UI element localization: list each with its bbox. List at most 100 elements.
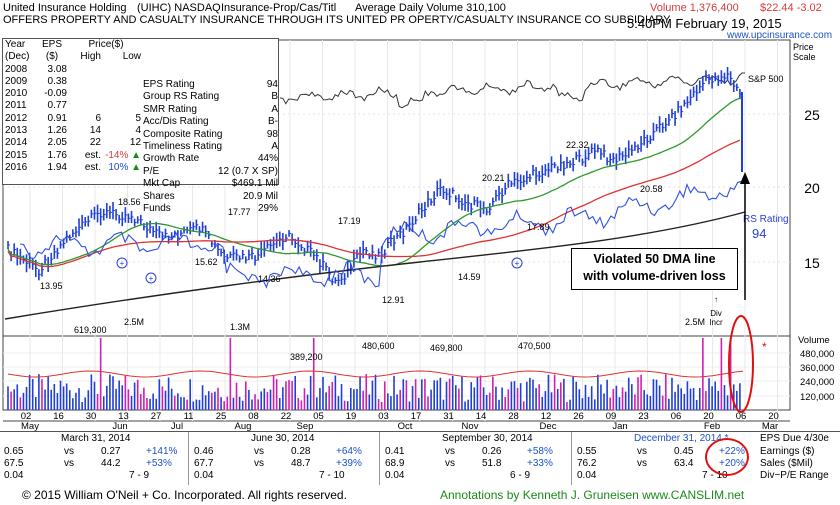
month-label: Mar: [762, 421, 778, 431]
quarter-title: June 30, 2014: [251, 433, 315, 444]
rating-row: Group RS Rating B: [143, 91, 278, 103]
table-top-border: [0, 431, 840, 432]
eps-year-row: 2010 -0.09: [3, 88, 143, 100]
month-label: Aug: [235, 421, 252, 431]
high-cell: 6: [95, 112, 101, 124]
rating-label: Group RS Rating: [143, 91, 220, 103]
annotations-credit: Annotations by Kenneth J. Gruneisen www.…: [440, 488, 745, 502]
month-label: Oct: [398, 421, 413, 431]
price-point-label: 12.91: [382, 295, 405, 305]
rating-row: EPS Rating 94: [143, 79, 278, 91]
circle-plus-glyph: +: [149, 274, 154, 283]
quarter-prior-value: 0.28: [291, 446, 311, 457]
date-tick-label: 14: [476, 411, 487, 422]
sector: Insurance-Prop/Cas/Titl: [221, 2, 337, 14]
quarter-current-value: 0.41: [385, 446, 405, 457]
date-tick-label: 27: [151, 411, 162, 422]
rating-label: Shares: [143, 190, 175, 202]
vs-label: vs: [64, 446, 74, 457]
eps-cell: 1.26: [47, 125, 67, 137]
rating-row: Shares 20.9 Mil: [143, 191, 278, 203]
price-change: $22.44 -3.02: [760, 2, 822, 14]
price-tick-label: 25: [804, 107, 820, 123]
rating-value: 98: [266, 128, 278, 140]
rating-row: Acc/Dis Rating B-: [143, 116, 278, 128]
div-increase-label: Div: [710, 309, 722, 318]
quarter-current-value: 67.5: [4, 458, 24, 469]
growth-highlight-circle: [705, 438, 749, 476]
price-point-label: 20.21: [482, 173, 505, 183]
rs-rating-label: RS Rating: [743, 214, 789, 225]
year-cell: 2013: [5, 125, 28, 137]
rating-label: P/E: [143, 165, 160, 177]
rating-value: B-: [268, 116, 278, 128]
quarter-prior-value: 0.26: [482, 446, 502, 457]
low-cell: -14% ▲: [105, 149, 142, 161]
low-cell: [103, 88, 143, 100]
rating-value: B: [271, 91, 278, 103]
price-point-label: 22.32: [566, 140, 589, 150]
vs-label: vs: [445, 458, 455, 469]
circle-plus-icon: [116, 257, 128, 269]
quarter-change-pct: +58%: [527, 446, 553, 457]
high-cell: 22: [89, 137, 101, 149]
sp500-label: S&P 500: [748, 74, 783, 84]
volume-point-label: 2.5M: [685, 317, 705, 327]
trend-up-icon: ▲: [128, 161, 142, 173]
date-tick-label: 25: [216, 411, 227, 422]
quarter-change-pct: +33%: [527, 458, 553, 469]
quarter-change-pct: +39%: [336, 458, 362, 469]
rs-line: [19, 175, 746, 289]
dividend-value: 0.04: [577, 470, 597, 481]
eps-year-row: 2009 0.38: [3, 76, 143, 88]
month-label: Jul: [171, 421, 183, 431]
low-cell: [103, 76, 143, 88]
date-tick-label: 03: [378, 411, 389, 422]
quarter-change-pct: +53%: [146, 458, 172, 469]
rating-value: 44%: [257, 153, 278, 165]
low-cell: 5: [135, 112, 142, 124]
eps-header: EPS: [41, 39, 62, 50]
rating-row: Composite Rating 98: [143, 129, 278, 141]
long-term-line: [4, 211, 746, 320]
volume-average-line: [7, 370, 744, 378]
rating-row: Timeliness Rating A: [143, 141, 278, 153]
year-cell: 2016: [5, 161, 28, 173]
timestamp: 5:40PM February 19, 2015: [627, 16, 782, 31]
date-tick-label: 17: [411, 411, 422, 422]
high-cell: 14: [89, 125, 101, 137]
quarter-change-pct: +141%: [146, 446, 178, 457]
quarter-prior-value: 48.7: [291, 458, 311, 469]
footer: © 2015 William O'Neil + Co. Incorporated…: [0, 486, 840, 505]
rating-label: Growth Rate: [143, 153, 200, 165]
eps-year-row: 2012 0.91 6 5: [3, 113, 143, 125]
eps-cell: 0.91: [47, 112, 67, 124]
rating-value: $469.1 Mil: [231, 178, 278, 190]
circle-plus-glyph: +: [515, 259, 520, 268]
rating-label: Timeliness Rating: [143, 140, 223, 152]
rs-rating-value: 94: [752, 226, 766, 241]
low-cell: 10% ▲: [108, 161, 142, 173]
date-tick-label: 16: [53, 411, 64, 422]
date-tick-label: 20: [703, 411, 714, 422]
price-point-label: 20.58: [640, 184, 663, 194]
low-cell: [103, 100, 143, 112]
company-description: OFFERS PROPERTY AND CASUALTY INSURANCE T…: [3, 14, 671, 26]
company-name: United Insurance Holding: [3, 2, 127, 14]
month-label: May: [21, 421, 39, 431]
quarter-title: December 31, 2014 *: [634, 433, 729, 444]
daily-volume: Volume 1,376,400: [650, 2, 739, 14]
trend-up-icon: ▲: [128, 149, 142, 161]
low-cell: 12: [129, 137, 142, 149]
rating-label: EPS Rating: [143, 79, 195, 90]
year-cell: 2010: [5, 88, 28, 100]
volume-tick-label: 240,000: [800, 377, 834, 388]
low-cell: 4: [135, 125, 142, 137]
eps-cell: 0.38: [47, 75, 67, 87]
quarter-separator: [571, 432, 572, 485]
high-cell: [69, 88, 103, 100]
fundamentals-panel: Year EPS Price($) (Dec) ($) High Low 200…: [2, 38, 279, 214]
month-label: Nov: [462, 421, 479, 431]
quarter-title: March 31, 2014: [61, 433, 131, 444]
pe-range: 7 - 10: [319, 470, 345, 481]
